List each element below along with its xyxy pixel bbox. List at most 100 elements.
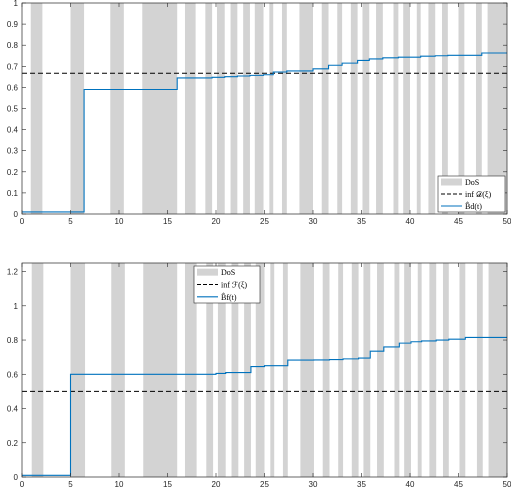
chart-0-x-tick-label: 20 (212, 217, 221, 226)
chart-1-legend: DoS inf ℱ(ξ)B̂f(t) (193, 265, 261, 304)
chart-1-y-tick-label: 0.4 (7, 405, 19, 414)
chart-0-dos-interval (205, 3, 213, 214)
chart-0-dos-interval (416, 3, 421, 214)
chart-1-x-tick-label: 5 (68, 480, 73, 489)
chart-1-dos-interval (476, 263, 483, 477)
chart-0-x-tick-label: 10 (115, 217, 124, 226)
chart-1-dos-interval (270, 263, 275, 477)
chart-0-dos-interval (70, 3, 85, 214)
chart-0-y-tick-label: 0.6 (7, 83, 19, 92)
chart-0-dos-interval (487, 3, 507, 214)
chart-1-x-tick-label: 50 (503, 480, 511, 489)
chart-0-dos-interval (403, 3, 410, 214)
chart-1-x-tick-label: 40 (406, 480, 415, 489)
chart-0-x-tick-label: 25 (260, 217, 269, 226)
chart-0-y-tick-label: 0.9 (7, 20, 19, 29)
chart-0-dos-interval (281, 3, 287, 214)
chart-1-dos-interval (394, 263, 400, 477)
chart-1-dos-interval (143, 263, 178, 477)
chart-0-legend-label: DoS (465, 178, 479, 187)
chart-1-dos-interval (282, 263, 288, 477)
chart-0-dos-interval (337, 3, 343, 214)
chart-1-legend-label: inf ℱ(ξ) (221, 281, 247, 290)
chart-0-dos-interval (475, 3, 482, 214)
chart-1-dos-interval (111, 263, 125, 477)
chart-0-x-tick-label: 15 (163, 217, 172, 226)
chart-1-dos-interval (377, 263, 384, 477)
chart-1-dos-interval (255, 263, 265, 477)
chart-0-dos-interval (458, 3, 465, 214)
top-chart: 0 5 10 15 20 25 30 35 40 45 50 0 0.1 0.2 0.3 0.4 0.5 0.6 0… (7, 0, 511, 226)
chart-1-x-tick-label: 45 (454, 480, 463, 489)
chart-0-dos-interval (230, 3, 238, 214)
chart-0-y-tick-label: 0.2 (7, 168, 19, 177)
chart-1-dos-interval (363, 263, 371, 477)
chart-1-y-tick-label: 0 (14, 473, 19, 482)
chart-1-x-tick-label: 10 (115, 480, 124, 489)
chart-0-x-tick-label: 40 (406, 217, 415, 226)
chart-0-y-tick-label: 0.8 (7, 41, 19, 50)
chart-0-legend-swatch-dos (441, 178, 462, 186)
chart-1-dos-interval (338, 263, 344, 477)
chart-1-dos-interval (488, 263, 507, 477)
chart-0-y-tick-label: 0.4 (7, 126, 19, 135)
chart-1-dos-interval (31, 263, 44, 477)
chart-0-dos-interval (393, 3, 399, 214)
chart-1-dos-interval (206, 263, 214, 477)
chart-0-y-tick-label: 0 (14, 210, 19, 219)
chart-0-dos-interval (442, 3, 448, 214)
chart-0-y-tick-label: 0.5 (7, 105, 19, 114)
chart-0-x-tick-label: 30 (309, 217, 318, 226)
chart-1-dos-interval (417, 263, 422, 477)
chart-1-dos-interval (70, 263, 86, 477)
bottom-chart: 0 5 10 15 20 25 30 35 40 45 50 0 0.2 0.4 0.6 0.8 1 1.2 DoS… (7, 262, 511, 489)
chart-1-x-tick-label: 15 (163, 480, 172, 489)
chart-0-x-tick-label: 5 (68, 217, 73, 226)
chart-1-dos-interval (459, 263, 466, 477)
chart-0-y-tick-label: 0.1 (7, 189, 19, 198)
chart-0-legend-label: inf 𝒟(ξ) (465, 190, 492, 199)
chart-1-x-tick-label: 30 (309, 480, 318, 489)
chart-1-dos-interval (351, 263, 359, 477)
chart-0-dos-interval (110, 3, 124, 214)
chart-1-dos-interval (217, 263, 226, 477)
chart-1-x-tick-label: 35 (357, 480, 366, 489)
chart-0-y-tick-label: 0.7 (7, 62, 19, 71)
chart-0-dos-interval (321, 3, 329, 214)
chart-0-x-tick-label: 45 (454, 217, 463, 226)
chart-1-x-tick-label: 20 (212, 480, 221, 489)
chart-1-legend-label: B̂f(t) (221, 291, 237, 302)
chart-0-dos-interval (350, 3, 358, 214)
chart-0-legend: DoS inf 𝒟(ξ)B̂d(t) (437, 175, 506, 213)
chart-0-x-tick-label: 0 (20, 217, 25, 226)
chart-0-dos-interval (142, 3, 178, 214)
chart-0-x-tick-label: 50 (503, 217, 511, 226)
chart-1-dos-interval (404, 263, 411, 477)
chart-0-dos-interval (362, 3, 370, 214)
chart-1-dos-interval (244, 263, 251, 477)
chart-0-x-tick-label: 35 (357, 217, 366, 226)
chart-0-dos-interval (269, 3, 274, 214)
chart-0-dos-interval (299, 3, 313, 214)
chart-1-x-tick-label: 25 (260, 480, 269, 489)
chart-1-x-tick-label: 0 (20, 480, 25, 489)
chart-1-y-tick-label: 0.2 (7, 439, 19, 448)
chart-0-dos-interval (30, 3, 43, 214)
chart-1-dos-interval (231, 263, 239, 477)
chart-0-dos-interval (376, 3, 383, 214)
chart-1-dos-interval (429, 263, 437, 477)
chart-1-dos-interval (184, 263, 197, 477)
chart-0-dos-interval (216, 3, 225, 214)
chart-0-legend-label: B̂d(t) (465, 200, 482, 211)
chart-0-estimate-step-line (22, 52, 507, 213)
chart-1-y-tick-label: 1.2 (7, 268, 19, 277)
chart-1-legend-label: DoS (221, 268, 235, 277)
chart-1-y-tick-label: 1 (14, 302, 19, 311)
chart-1-y-tick-label: 0.6 (7, 370, 19, 379)
chart-1-dos-interval (300, 263, 314, 477)
chart-1-dos-interval (442, 263, 449, 477)
chart-1-estimate-step-line (22, 336, 507, 476)
chart-1-dos-interval (322, 263, 330, 477)
chart-1-y-tick-label: 0.8 (7, 336, 19, 345)
